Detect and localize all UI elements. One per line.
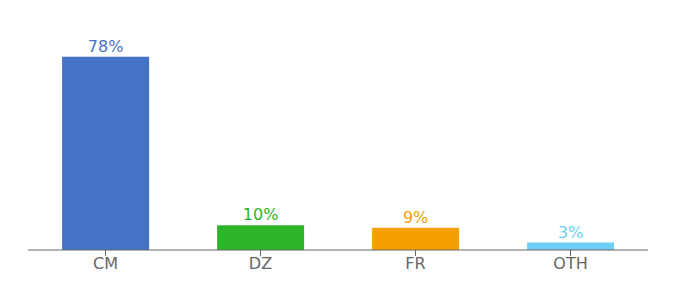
svg-text:9%: 9% [403, 208, 428, 227]
svg-text:DZ: DZ [249, 254, 272, 273]
svg-text:FR: FR [405, 254, 425, 273]
svg-text:OTH: OTH [553, 254, 587, 273]
svg-text:3%: 3% [558, 223, 583, 242]
svg-text:78%: 78% [88, 37, 124, 56]
svg-text:10%: 10% [243, 205, 279, 224]
svg-text:CM: CM [93, 254, 118, 273]
